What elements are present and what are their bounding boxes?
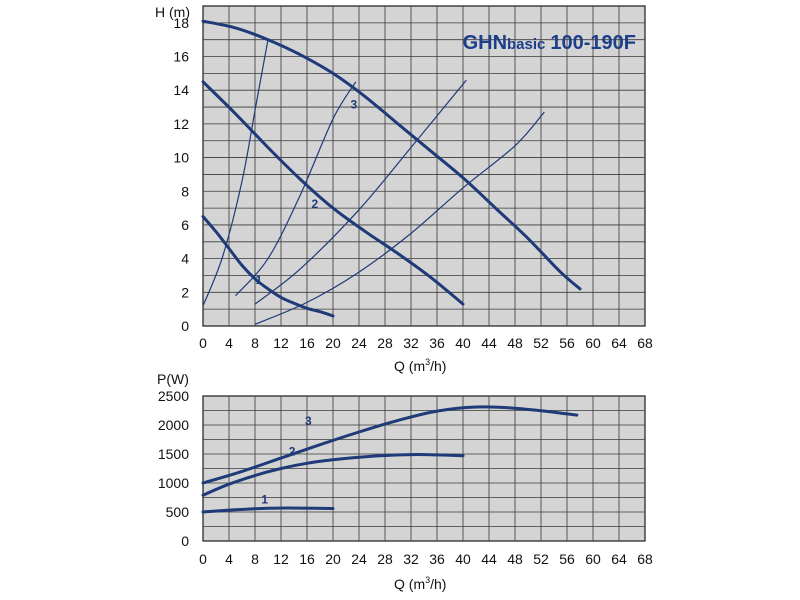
head-system-curve-3 [254, 79, 467, 305]
power-x-axis-label-right: /h) [430, 576, 446, 592]
power-y-tick-labels: 0 500 1000 1500 2000 2500 [158, 388, 189, 549]
power-series: 1 2 3 [201, 405, 579, 514]
power-series-2-line [201, 452, 465, 497]
power-x-tick-label: 56 [559, 551, 575, 567]
head-x-tick-label: 36 [429, 335, 445, 351]
head-system-curve-4 [254, 111, 545, 325]
power-series-2-label: 2 [289, 445, 296, 459]
head-x-tick-label: 24 [351, 335, 367, 351]
power-y-axis-label: P(W) [157, 371, 189, 387]
power-grid [203, 396, 645, 541]
head-grid [203, 6, 645, 326]
power-x-tick-label: 28 [377, 551, 393, 567]
head-x-axis-label-left: Q (m [394, 358, 425, 374]
power-x-tick-label: 64 [611, 551, 627, 567]
chart-title-prefix: GHN [463, 32, 507, 54]
head-x-tick-labels: 0 4 8 12 16 20 24 28 32 36 40 44 48 52 56 60 64 68 [199, 335, 653, 351]
head-x-tick-label: 16 [299, 335, 315, 351]
head-x-tick-label: 8 [251, 335, 259, 351]
power-x-axis-label: Q (m3/h) [394, 575, 446, 592]
power-y-tick-label: 2500 [158, 388, 189, 404]
power-x-tick-label: 20 [325, 551, 341, 567]
head-series: 1 2 3 [201, 19, 582, 318]
head-x-axis-label-right: /h) [430, 358, 446, 374]
power-y-tick-label: 1500 [158, 446, 189, 462]
power-x-tick-label: 16 [299, 551, 315, 567]
head-series-2-label: 2 [311, 197, 318, 211]
head-y-axis-label-left: H ( [155, 4, 174, 20]
head-series-1-label: 1 [256, 273, 263, 287]
head-y-tick-label: 6 [181, 217, 189, 233]
head-y-tick-label: 18 [173, 15, 189, 31]
power-x-tick-label: 24 [351, 551, 367, 567]
head-y-tick-label: 16 [173, 49, 189, 65]
power-x-tick-label: 36 [429, 551, 445, 567]
head-plot-area [202, 5, 646, 327]
chart-title-small: basic [507, 36, 545, 53]
chart-title-suffix: 100-190F [550, 32, 636, 54]
head-y-tick-label: 10 [173, 150, 189, 166]
head-x-axis-label-sup: 3 [425, 357, 430, 367]
head-y-tick-label: 4 [181, 251, 189, 267]
head-system-curve-2 [235, 81, 357, 297]
power-x-tick-labels: 0 4 8 12 16 20 24 28 32 36 40 44 48 52 56 60 64 68 [199, 551, 653, 567]
chart-title: GHNbasic 100-190F [463, 32, 636, 54]
power-x-tick-label: 48 [507, 551, 523, 567]
power-x-tick-label: 44 [481, 551, 497, 567]
head-x-tick-label: 56 [559, 335, 575, 351]
head-y-tick-label: 14 [173, 82, 189, 98]
power-x-tick-label: 52 [533, 551, 549, 567]
head-y-axis-label-unit: m [174, 4, 186, 20]
head-y-tick-label: 8 [181, 183, 189, 199]
head-x-tick-label: 44 [481, 335, 497, 351]
head-x-tick-label: 60 [585, 335, 601, 351]
head-x-tick-label: 0 [199, 335, 207, 351]
head-x-tick-label: 40 [455, 335, 471, 351]
power-x-tick-label: 40 [455, 551, 471, 567]
power-y-tick-label: 1000 [158, 475, 189, 491]
power-x-tick-label: 4 [225, 551, 233, 567]
head-x-axis-label: Q (m3/h) [394, 357, 446, 374]
head-system-curves [202, 39, 545, 325]
power-x-tick-label: 68 [637, 551, 653, 567]
head-y-tick-label: 12 [173, 116, 189, 132]
power-series-1-label: 1 [261, 492, 268, 506]
power-x-axis-label-left: Q (m [394, 576, 425, 592]
head-curve-chart: 123 0 4 8 12 16 20 24 28 32 36 40 44 48 52 56 60 64 68 02… [155, 4, 653, 374]
head-series-1-line [201, 215, 335, 318]
head-x-tick-label: 28 [377, 335, 393, 351]
head-x-tick-label: 48 [507, 335, 523, 351]
power-x-tick-label: 8 [251, 551, 259, 567]
head-x-tick-label: 32 [403, 335, 419, 351]
power-y-tick-label: 0 [181, 533, 189, 549]
head-y-tick-label: 2 [181, 284, 189, 300]
head-y-tick-label: 0 [181, 318, 189, 334]
power-y-tick-label: 2000 [158, 417, 189, 433]
power-x-tick-label: 12 [273, 551, 289, 567]
power-x-axis-label-sup: 3 [425, 575, 430, 585]
power-y-tick-label: 500 [166, 504, 190, 520]
head-y-tick-labels: 0 2 4 6 8 10 12 14 16 18 [173, 15, 189, 334]
power-curve-chart: 123 0 4 8 12 16 20 24 28 32 36 40 44 48 52 56 60 64 68 05… [157, 371, 653, 592]
head-x-tick-label: 4 [225, 335, 233, 351]
power-x-tick-label: 32 [403, 551, 419, 567]
head-x-tick-label: 64 [611, 335, 627, 351]
head-y-axis-label-right: ) [185, 4, 190, 20]
head-x-tick-label: 12 [273, 335, 289, 351]
head-system-curve-1 [202, 39, 269, 307]
head-x-tick-label: 68 [637, 335, 653, 351]
power-x-tick-label: 0 [199, 551, 207, 567]
power-series-1-line [201, 506, 335, 514]
head-x-tick-label: 52 [533, 335, 549, 351]
power-series-3-line [201, 405, 579, 485]
power-series-3-label: 3 [305, 414, 312, 428]
head-y-axis-label: H (m) [155, 4, 190, 20]
head-series-2-line [201, 80, 465, 306]
head-series-3-line [201, 19, 582, 291]
head-x-tick-label: 20 [325, 335, 341, 351]
head-series-3-label: 3 [350, 98, 357, 112]
power-x-tick-label: 60 [585, 551, 601, 567]
